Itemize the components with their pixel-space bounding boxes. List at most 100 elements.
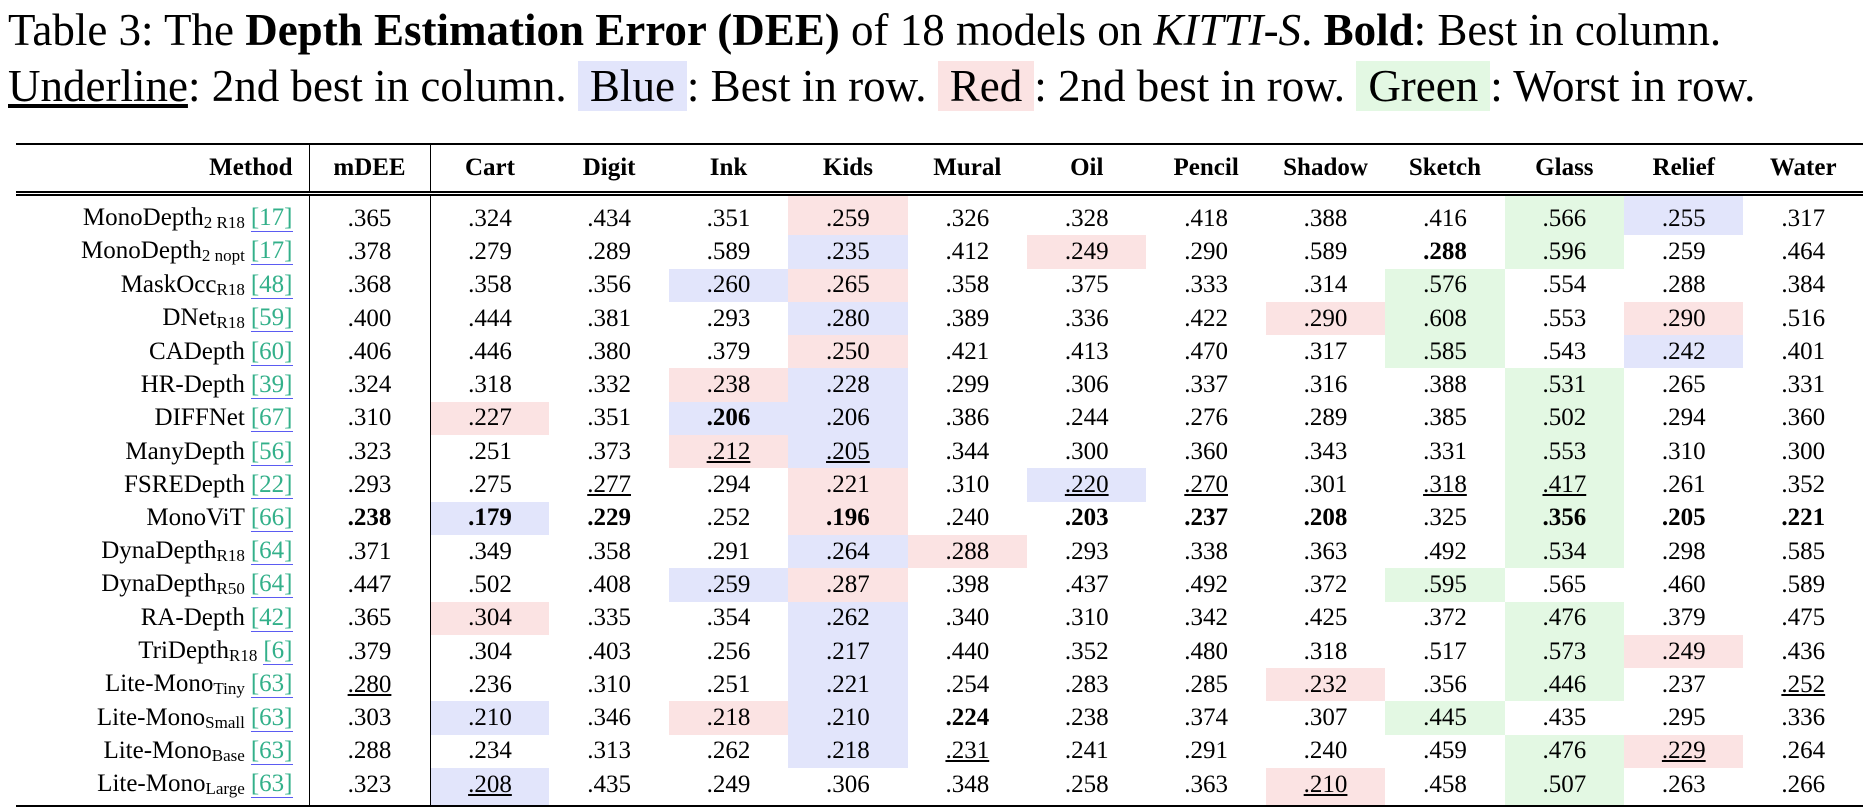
caption-text: : 2nd best in row. bbox=[1034, 61, 1357, 111]
value-cell: .388 bbox=[1423, 371, 1467, 399]
method-subscript: R18 bbox=[216, 546, 245, 566]
value-cell: .332 bbox=[587, 371, 631, 399]
value-cell: .585 bbox=[1385, 335, 1505, 369]
value-cell: .460 bbox=[1661, 570, 1706, 598]
method-subscript: R18 bbox=[229, 646, 258, 665]
value-cell: .294 bbox=[1661, 404, 1706, 432]
value-cell: .318 bbox=[1303, 637, 1348, 665]
value-cell: .217 bbox=[788, 634, 908, 669]
value-cell: .238 bbox=[668, 368, 789, 402]
value-cell: .340 bbox=[945, 604, 990, 632]
value-cell: .400 bbox=[309, 301, 431, 336]
value-cell: .492 bbox=[1184, 570, 1229, 598]
column-header: Oil bbox=[1027, 143, 1147, 196]
value-cell: .344 bbox=[945, 437, 990, 465]
value-cell: .240 bbox=[945, 504, 990, 532]
value-cell: .259 bbox=[788, 193, 908, 236]
method-cell: MonoDepth2 nopt [17] bbox=[16, 235, 310, 269]
value-cell: .298 bbox=[1661, 537, 1706, 565]
citation: [56] bbox=[250, 437, 293, 466]
value-cell: .304 bbox=[468, 637, 512, 665]
table-row: MaskOccR18 [48] .368.358.356.260.265.358.3… bbox=[16, 268, 1863, 302]
value-cell: .300 bbox=[1064, 437, 1109, 465]
column-header: Glass bbox=[1504, 143, 1625, 196]
table-row: MonoViT [66] .238.179.229.252.196.240.203.… bbox=[16, 501, 1863, 535]
value-cell: .258 bbox=[1027, 768, 1147, 807]
value-cell: .351 bbox=[587, 404, 631, 432]
value-cell: .318 bbox=[468, 371, 512, 399]
value-cell: .346 bbox=[587, 704, 631, 732]
value-cell: .365 bbox=[309, 193, 431, 236]
citation: [59] bbox=[250, 304, 293, 333]
value-cell: .232 bbox=[1265, 668, 1386, 702]
citation: [64] bbox=[250, 570, 293, 599]
value-cell: .398 bbox=[945, 570, 990, 598]
caption-text: : Best in column. bbox=[1413, 5, 1722, 55]
value-cell: .446 bbox=[1504, 668, 1625, 702]
value-cell: .348 bbox=[907, 768, 1028, 807]
caption-text: : 2nd best in column. bbox=[187, 61, 578, 111]
value-cell: .358 bbox=[587, 537, 631, 565]
value-cell: .299 bbox=[945, 371, 990, 399]
value-cell: .502 bbox=[1504, 401, 1625, 436]
value-cell: .262 bbox=[706, 737, 751, 765]
value-cell: .336 bbox=[1064, 304, 1109, 332]
caption-text: Underline bbox=[8, 61, 188, 111]
value-cell: .576 bbox=[1385, 268, 1505, 302]
value-cell: .379 bbox=[1661, 604, 1706, 632]
method-cell: ManyDepth [56] bbox=[16, 435, 310, 469]
value-cell: .373 bbox=[587, 437, 631, 465]
method-name: MaskOcc bbox=[120, 270, 217, 298]
value-cell: .596 bbox=[1504, 235, 1625, 269]
value-cell: .338 bbox=[1184, 537, 1229, 565]
value-cell: .401 bbox=[1781, 337, 1826, 365]
column-header: Shadow bbox=[1265, 143, 1386, 196]
value-cell: .237 bbox=[1661, 670, 1706, 698]
value-cell: .288 bbox=[1661, 271, 1706, 299]
value-cell: .280 bbox=[788, 301, 908, 336]
value-cell: .224 bbox=[945, 704, 990, 732]
value-cell: .566 bbox=[1504, 193, 1625, 236]
value-cell: .289 bbox=[587, 237, 631, 265]
column-header: mDEE bbox=[309, 143, 431, 196]
value-cell: .318 bbox=[1423, 471, 1467, 499]
value-cell: .293 bbox=[1064, 537, 1109, 565]
value-cell: .358 bbox=[468, 271, 512, 299]
value-cell: .333 bbox=[1184, 271, 1229, 299]
method-subscript: Small bbox=[205, 712, 245, 732]
value-cell: .277 bbox=[587, 471, 631, 499]
value-cell: .255 bbox=[1624, 193, 1744, 236]
value-cell: .314 bbox=[1303, 271, 1348, 299]
value-cell: .440 bbox=[945, 637, 990, 665]
value-cell: .228 bbox=[788, 368, 908, 402]
value-cell: .434 bbox=[587, 204, 631, 232]
legend-swatch: Green bbox=[1356, 61, 1491, 111]
table-row: RA-Depth [42] .365.304.335.354.262.340.310… bbox=[16, 601, 1863, 635]
value-cell: .285 bbox=[1184, 670, 1229, 698]
value-cell: .259 bbox=[668, 568, 789, 602]
value-cell: .363 bbox=[1303, 537, 1348, 565]
table-row: DynaDepthR18 [64] .371.349.358.291.264.288… bbox=[16, 534, 1863, 569]
method-cell: CADepth [60] bbox=[16, 335, 310, 369]
value-cell: .435 bbox=[549, 768, 669, 807]
value-cell: .531 bbox=[1504, 368, 1625, 402]
value-cell: .310 bbox=[945, 471, 990, 499]
method-name: DIFFNet bbox=[154, 404, 245, 432]
value-cell: .422 bbox=[1184, 304, 1229, 332]
value-cell: .589 bbox=[706, 237, 751, 265]
method-name: ManyDepth bbox=[125, 437, 245, 465]
column-header: Digit bbox=[549, 143, 669, 196]
citation: [63] bbox=[250, 670, 293, 699]
value-cell: .360 bbox=[1184, 437, 1229, 465]
value-cell: .275 bbox=[468, 471, 512, 499]
value-cell: .288 bbox=[309, 734, 431, 769]
header-row: Method mDEE Cart Digit Ink Kids Mural Oil Pencil… bbox=[16, 143, 1863, 196]
value-cell: .270 bbox=[1184, 471, 1229, 499]
value-cell: .381 bbox=[587, 304, 631, 332]
citation: [63] bbox=[250, 736, 293, 765]
value-cell: .303 bbox=[309, 701, 431, 735]
value-cell: .554 bbox=[1542, 271, 1587, 299]
value-cell: .445 bbox=[1385, 701, 1505, 735]
citation: [63] bbox=[250, 703, 293, 732]
table-row: FSREDepth [22] .293.275.277.294.221.310.22… bbox=[16, 468, 1863, 502]
